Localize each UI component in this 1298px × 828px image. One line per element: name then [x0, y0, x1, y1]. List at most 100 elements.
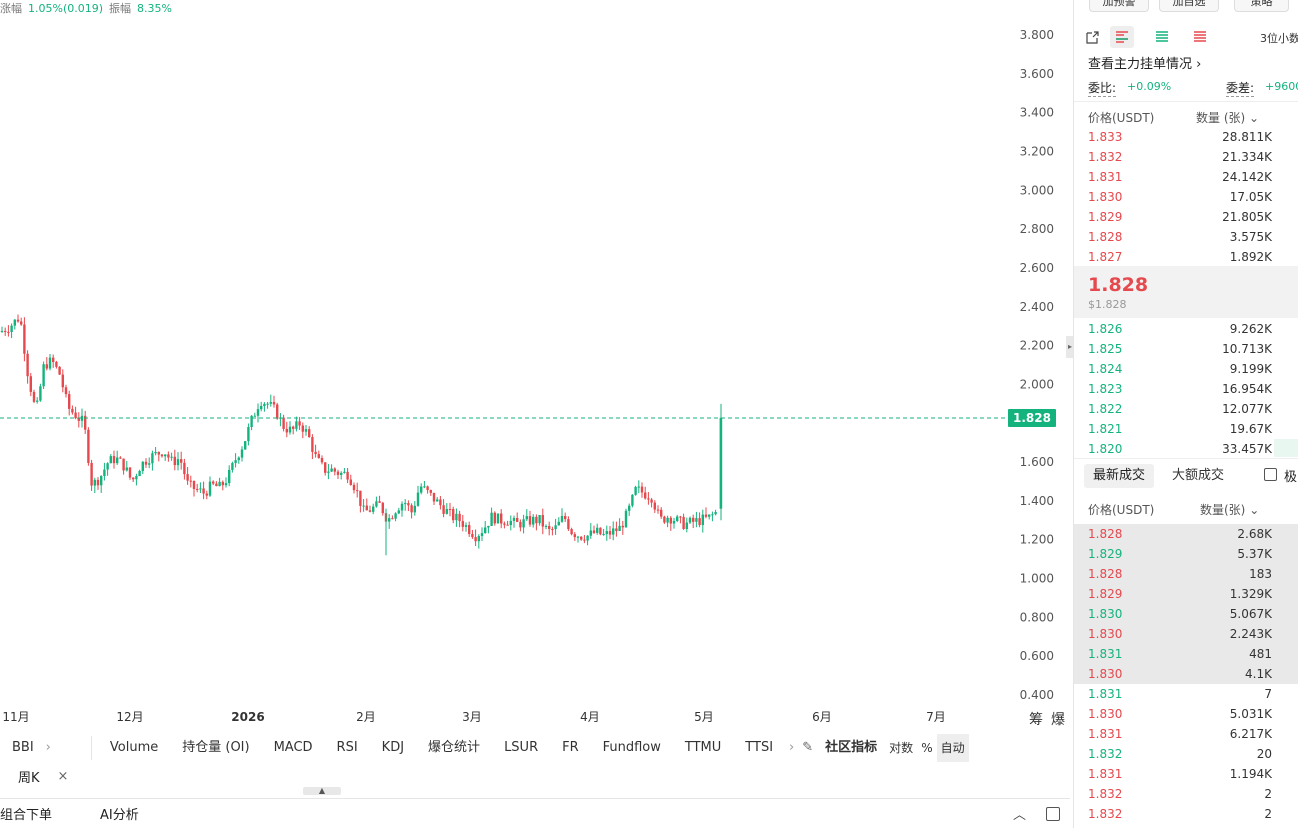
- add-watchlist-button[interactable]: 加自选: [1159, 0, 1219, 12]
- log-scale-toggle[interactable]: 对数: [889, 741, 914, 755]
- candle-body: [544, 525, 548, 527]
- list-item[interactable]: 1.833 28.811K: [1088, 127, 1272, 147]
- y-tick-label: 3.400: [1020, 106, 1054, 120]
- x-extra-icon[interactable]: 筹: [1029, 711, 1043, 728]
- candle-body: [199, 488, 202, 490]
- list-item[interactable]: 1.828 183: [1088, 564, 1272, 584]
- orderbook-asks-icon[interactable]: [1192, 29, 1208, 45]
- indicator-item[interactable]: Volume: [109, 740, 159, 755]
- candle-body: [221, 481, 224, 486]
- candle-body: [631, 494, 634, 506]
- chevron-right-icon[interactable]: ›: [789, 740, 795, 755]
- indicator-item[interactable]: 爆仓统计: [428, 740, 481, 755]
- list-item[interactable]: 1.832 2: [1088, 804, 1272, 824]
- combo-order-tab[interactable]: 组合下单: [0, 808, 53, 823]
- candle-body: [432, 492, 436, 502]
- list-item[interactable]: 1.830 2.243K: [1088, 624, 1272, 644]
- indicator-item[interactable]: KDJ: [381, 740, 405, 755]
- list-item[interactable]: 1.832 20: [1088, 744, 1272, 764]
- orderbook-bids-icon[interactable]: [1154, 29, 1170, 45]
- indicator-bbi[interactable]: BBI: [12, 740, 34, 755]
- list-item[interactable]: 1.828 3.575K: [1088, 227, 1272, 247]
- list-item[interactable]: 1.831 7: [1088, 684, 1272, 704]
- list-item[interactable]: 1.832 21.334K: [1088, 147, 1272, 167]
- filter-checkbox[interactable]: [1264, 468, 1277, 481]
- candle-body: [224, 483, 228, 486]
- list-item[interactable]: 1.822 12.077K: [1088, 399, 1272, 419]
- trades-qty-header[interactable]: 数量(张) ⌄: [1200, 501, 1259, 518]
- collapse-handle[interactable]: ▲: [303, 787, 341, 795]
- x-tick-label: 11月: [2, 710, 29, 724]
- candle-body: [528, 516, 532, 525]
- candle-body: [586, 535, 589, 541]
- add-alert-button[interactable]: 加预警: [1089, 0, 1149, 12]
- candle-body: [160, 454, 164, 457]
- close-icon[interactable]: ×: [57, 768, 69, 784]
- indicator-item[interactable]: TTMU: [684, 740, 722, 755]
- indicator-item[interactable]: Fundflow: [602, 740, 661, 755]
- auto-scale-toggle[interactable]: 自动: [936, 734, 969, 762]
- divider: [1074, 101, 1298, 102]
- row-price: 1.831: [1088, 687, 1123, 701]
- list-item[interactable]: 1.828 2.68K: [1088, 524, 1272, 544]
- candle-body: [509, 520, 512, 526]
- candle-body: [189, 480, 192, 482]
- list-item[interactable]: 1.830 4.1K: [1088, 664, 1272, 684]
- candle-body: [532, 516, 535, 525]
- list-item[interactable]: 1.820 33.457K: [1088, 439, 1272, 459]
- candle-body: [589, 530, 592, 536]
- indicator-item[interactable]: 持仓量 (OI): [182, 740, 250, 755]
- chevron-right-icon[interactable]: ›: [45, 740, 51, 755]
- indicator-item[interactable]: TTSI: [745, 740, 774, 755]
- orderbook-both-view[interactable]: [1110, 26, 1134, 48]
- chevron-up-icon[interactable]: ︿: [1012, 808, 1026, 823]
- panel-toggle-icon[interactable]: ▸: [1066, 336, 1074, 358]
- indicator-item[interactable]: FR: [562, 740, 579, 755]
- row-price: 1.828: [1088, 567, 1123, 581]
- kline-chart[interactable]: 3.800 3.600 3.400 3.200 3.000 2.800 2.600 2.400…: [0, 14, 1070, 734]
- x-extra-icon[interactable]: 爆: [1051, 712, 1065, 728]
- list-item[interactable]: 1.827 1.892K: [1088, 247, 1272, 267]
- list-item[interactable]: 1.825 10.713K: [1088, 339, 1272, 359]
- candle-body: [340, 472, 343, 475]
- list-item[interactable]: 1.832 2: [1088, 784, 1272, 804]
- list-item[interactable]: 1.823 16.954K: [1088, 379, 1272, 399]
- candle-body: [20, 321, 23, 325]
- candle-body: [186, 474, 189, 481]
- expand-icon[interactable]: [1046, 806, 1060, 821]
- list-item[interactable]: 1.821 19.67K: [1088, 419, 1272, 439]
- list-item[interactable]: 1.824 9.199K: [1088, 359, 1272, 379]
- list-item[interactable]: 1.831 481: [1088, 644, 1272, 664]
- row-price: 1.832: [1088, 150, 1123, 164]
- list-item[interactable]: 1.830 5.067K: [1088, 604, 1272, 624]
- list-item[interactable]: 1.829 21.805K: [1088, 207, 1272, 227]
- main-orders-link[interactable]: 查看主力挂单情况 ›: [1088, 53, 1201, 72]
- list-item[interactable]: 1.829 1.329K: [1088, 584, 1272, 604]
- candle-body: [512, 517, 516, 521]
- y-tick-label: 2.000: [1020, 377, 1054, 391]
- list-item[interactable]: 1.831 24.142K: [1088, 167, 1272, 187]
- percent-scale-toggle[interactable]: %: [921, 741, 933, 755]
- candle-body: [192, 481, 196, 489]
- ai-analysis-tab[interactable]: AI分析: [100, 808, 139, 823]
- candle-body: [228, 469, 231, 484]
- list-item[interactable]: 1.830 17.05K: [1088, 187, 1272, 207]
- indicator-item[interactable]: LSUR: [504, 740, 539, 755]
- indicator-item[interactable]: MACD: [273, 740, 313, 755]
- qty-header[interactable]: 数量 (张) ⌄: [1196, 109, 1259, 126]
- indicator-item[interactable]: RSI: [336, 740, 358, 755]
- strategy-button[interactable]: 策略: [1234, 0, 1289, 12]
- tab-large-trades[interactable]: 大额成交: [1172, 468, 1225, 483]
- list-item[interactable]: 1.831 1.194K: [1088, 764, 1272, 784]
- decimals-select[interactable]: 3位小数: [1260, 32, 1298, 45]
- community-indicators[interactable]: 社区指标: [825, 740, 878, 755]
- list-item[interactable]: 1.826 9.262K: [1088, 319, 1272, 339]
- tab-latest-trades[interactable]: 最新成交: [1084, 464, 1154, 488]
- last-price-usd: $1.828: [1088, 298, 1127, 311]
- list-item[interactable]: 1.831 6.217K: [1088, 724, 1272, 744]
- edit-icon[interactable]: ✎: [802, 740, 814, 755]
- list-item[interactable]: 1.830 5.031K: [1088, 704, 1272, 724]
- list-item[interactable]: 1.829 5.37K: [1088, 544, 1272, 564]
- popout-icon[interactable]: [1084, 30, 1100, 46]
- timeframe-label[interactable]: 周K: [18, 770, 40, 786]
